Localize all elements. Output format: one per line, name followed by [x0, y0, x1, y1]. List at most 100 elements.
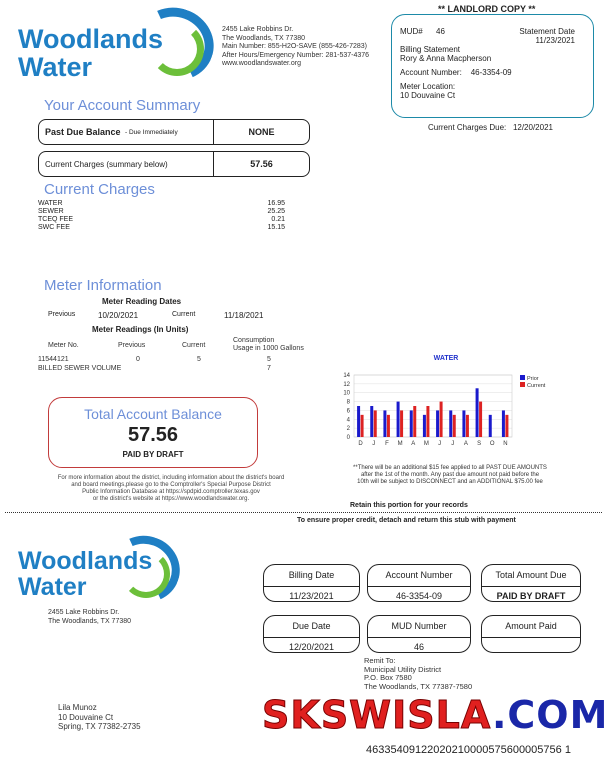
- remit-line: P.O. Box 7580: [364, 673, 412, 682]
- col-previous: Previous: [118, 342, 146, 349]
- charge-row: TCEQ FEE 0.21: [38, 216, 285, 224]
- scan-line: 46335409122020210000575600005756 1: [366, 744, 571, 756]
- meter-location: 10 Douvaine Ct: [400, 91, 456, 100]
- amount-paid-box[interactable]: Amount Paid: [481, 615, 581, 653]
- mud-number-box: MUD Number 46: [367, 615, 471, 653]
- company-info: 2455 Lake Robbins Dr. The Woodlands, TX …: [222, 26, 369, 69]
- charges-list: WATER 16.95 SEWER 25.25 TCEQ FEE 0.21 SWC F…: [38, 200, 285, 232]
- bar-prior: [383, 410, 387, 437]
- stub-logo: Woodlands Water: [18, 526, 190, 612]
- statement-date: 11/23/2021: [535, 36, 575, 45]
- account-label: Account Number: [385, 570, 453, 580]
- legend-swatch: [520, 375, 525, 380]
- stub-city: The Woodlands, TX 77380: [48, 617, 132, 625]
- logo: Woodlands Water: [18, 0, 224, 92]
- copy-label: ** LANDLORD COPY **: [438, 4, 536, 14]
- chart-title: WATER: [434, 355, 459, 362]
- x-tick-label: M: [398, 441, 403, 445]
- meter-prev: 0: [136, 356, 140, 363]
- billing-label: Billing Statement: [400, 45, 461, 54]
- mud-value: 46: [436, 27, 445, 36]
- col-current: Current: [182, 342, 206, 349]
- info-line: For more information about the district,…: [57, 475, 285, 481]
- late-line: after the 1st of the month. Any past due…: [360, 472, 540, 478]
- prev-label: Previous: [48, 311, 76, 318]
- bar-prior: [436, 410, 440, 437]
- info-line: and board meetings,please go to the Comp…: [71, 482, 271, 488]
- logo-text: Woodlands Water: [18, 547, 153, 601]
- amount-paid-label: Amount Paid: [505, 621, 557, 631]
- x-tick-label: A: [464, 441, 468, 445]
- bar-prior: [488, 414, 492, 437]
- website: www.woodlandswater.org: [222, 60, 301, 67]
- main-number: Main Number: 855-H2O-SAVE (855-426-7283): [222, 43, 367, 50]
- y-tick-label: 6: [347, 408, 351, 414]
- y-tick-label: 14: [343, 373, 350, 379]
- bar-current: [426, 406, 430, 437]
- summary-title: Your Account Summary: [44, 97, 201, 114]
- current-charges-value: 57.56: [250, 159, 273, 169]
- bar-current: [373, 410, 377, 437]
- readings-title: Meter Readings (In Units): [92, 325, 189, 334]
- customer-name: Lila Munoz: [58, 703, 97, 712]
- legend-label: Prior: [527, 376, 539, 382]
- past-due-label: Past Due Balance: [45, 127, 121, 137]
- meter-no: 11544121: [38, 356, 69, 363]
- charge-name: SWC FEE: [38, 224, 70, 231]
- legend-swatch: [520, 382, 525, 387]
- y-tick-label: 12: [343, 382, 350, 388]
- address: 2455 Lake Robbins Dr.: [222, 26, 294, 33]
- remit-label: Remit To:: [364, 656, 396, 665]
- bar-prior: [357, 406, 361, 437]
- x-tick-label: O: [490, 441, 495, 445]
- bar-current: [360, 414, 364, 437]
- total-title: Total Account Balance: [84, 406, 222, 422]
- y-tick-label: 2: [347, 426, 351, 432]
- due-label: Current Charges Due:: [428, 123, 507, 132]
- account-number: 46-3354-09: [368, 586, 470, 601]
- bar-prior: [462, 410, 466, 437]
- charge-name: WATER: [38, 200, 63, 207]
- late-line: 10th will be subject to DISCONNECT and a…: [357, 479, 543, 485]
- watermark: SKSWISLA.COM: [262, 693, 607, 737]
- amount-paid[interactable]: [482, 637, 580, 642]
- x-tick-label: N: [503, 441, 507, 445]
- meter-title: Meter Information: [44, 277, 162, 294]
- perforation-line: [5, 512, 602, 513]
- cur-label: Current: [172, 311, 196, 318]
- charge-row: WATER 16.95: [38, 200, 285, 208]
- info-line: Public Information Database at https://s…: [82, 489, 260, 495]
- col-consumption: Consumption: [233, 337, 275, 344]
- past-due-note: - Due Immediately: [125, 128, 178, 136]
- col-meter-no: Meter No.: [48, 342, 79, 349]
- current-charges-row: Current Charges (summary below) 57.56: [38, 151, 310, 177]
- sewer-value: 7: [267, 365, 271, 372]
- logo-text: Woodlands Water: [18, 24, 163, 82]
- legend-label: Current: [527, 383, 546, 389]
- remit-line: The Woodlands, TX 77387-7580: [364, 681, 473, 691]
- city: The Woodlands, TX 77380: [222, 34, 306, 42]
- bar-prior: [422, 414, 426, 437]
- x-tick-label: F: [385, 441, 389, 445]
- emergency-number: After Hours/Emergency Number: 281-537-43…: [222, 51, 370, 59]
- late-line: **There will be an additional $15 fee ap…: [353, 465, 547, 471]
- total-due: PAID BY DRAFT: [482, 586, 580, 601]
- bar-current: [413, 406, 417, 437]
- mud-number: 46: [368, 637, 470, 652]
- total-status: PAID BY DRAFT: [122, 450, 184, 459]
- charge-name: SEWER: [38, 208, 64, 215]
- late-fee-notice: **There will be an additional $15 fee ap…: [345, 465, 555, 486]
- charge-amount: 16.95: [267, 200, 285, 207]
- stub-address: 2455 Lake Robbins Dr.: [48, 609, 120, 616]
- x-tick-label: A: [411, 441, 415, 445]
- billing-date: 11/23/2021: [264, 586, 359, 601]
- mud-label: MUD Number: [391, 621, 447, 631]
- mud-label: MUD#: [400, 27, 423, 36]
- x-tick-label: S: [477, 441, 481, 445]
- x-tick-label: M: [424, 441, 429, 445]
- x-tick-label: J: [451, 441, 454, 445]
- total-amount: 57.56: [127, 424, 179, 446]
- bar-current: [479, 401, 483, 437]
- bar-prior: [501, 410, 505, 437]
